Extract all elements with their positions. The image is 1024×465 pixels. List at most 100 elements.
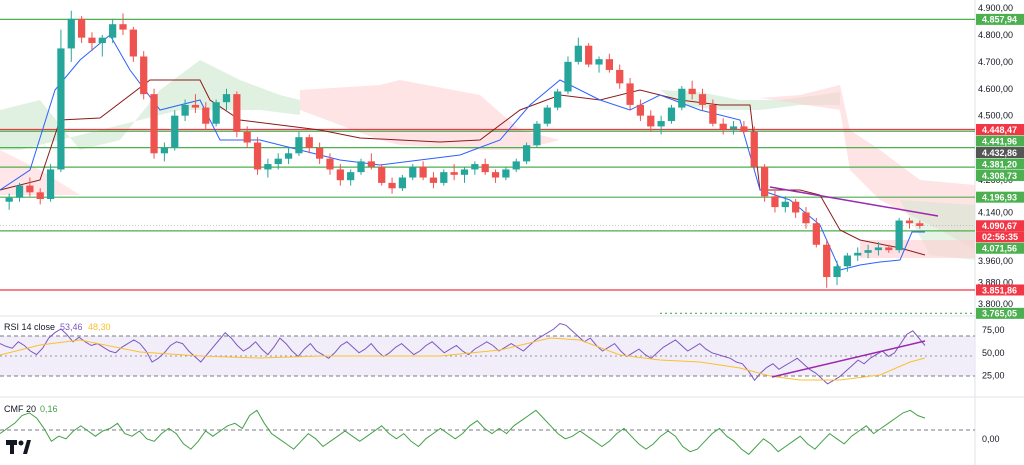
level-tag: [976, 307, 1024, 319]
rsi-legend-value: 53,46: [60, 322, 83, 332]
candle-body: [854, 252, 862, 256]
horizontal-levels: [0, 18, 975, 314]
cloud-red-4: [860, 240, 975, 258]
candle-body: [222, 94, 231, 103]
baseline-line: [0, 79, 926, 256]
level-tag: [976, 284, 1024, 296]
cmf-legend-value: 0,16: [40, 404, 58, 414]
candle-body: [181, 104, 189, 116]
price-tick-label: 3.800,00: [978, 299, 1013, 309]
candle-body: [864, 250, 872, 253]
candle-body: [150, 94, 158, 154]
candle-body: [316, 147, 324, 159]
cmf-axis-ticks: 0,00: [982, 434, 1000, 444]
rsi-tick-label: 25,00: [982, 371, 1005, 381]
level-tag: [976, 124, 1024, 136]
candle-body: [843, 255, 852, 267]
candle-body: [533, 123, 541, 146]
candle-body: [67, 18, 75, 49]
candle-body: [336, 169, 344, 181]
level-tag: [976, 135, 1024, 147]
candle-body: [326, 158, 334, 170]
candle-body: [88, 37, 96, 44]
candle-body: [98, 37, 106, 44]
candle-body: [264, 164, 272, 170]
candle-body: [347, 172, 355, 181]
candle-body: [616, 69, 624, 84]
level-tag-label: 4.090,67: [982, 221, 1017, 231]
candle-body: [802, 212, 810, 224]
rsi-legend-ma-value: 48,30: [88, 322, 111, 332]
candle-body: [781, 201, 789, 208]
level-tag-label: 3.851,86: [982, 285, 1017, 295]
candle-body: [202, 107, 210, 124]
candle-body: [284, 153, 293, 159]
candle-body: [647, 115, 655, 127]
rsi-trend-line: [771, 340, 926, 378]
candle-body: [792, 201, 800, 213]
tradingview-logo: [6, 440, 31, 454]
level-tag-label: 4.308,73: [982, 171, 1017, 181]
candle-body: [5, 197, 13, 202]
price-tick-label: 4.500,00: [978, 111, 1013, 121]
candle-body: [885, 247, 893, 251]
candle-body: [916, 223, 924, 226]
candle-body: [398, 177, 407, 189]
level-tag: [976, 231, 1024, 243]
rsi-line: [0, 322, 926, 385]
level-tag-label: 4.441,96: [982, 136, 1017, 146]
candle-body: [191, 104, 200, 108]
candle-body: [595, 59, 603, 65]
level-tag: [976, 242, 1024, 254]
level-tag: [976, 147, 1024, 159]
candle-body: [895, 220, 903, 251]
rsi-tick-label: 50,00: [982, 348, 1005, 358]
candle-body: [771, 196, 779, 208]
cloud-red-1: [300, 80, 560, 150]
candle-body: [709, 104, 717, 124]
candle-body: [719, 123, 727, 130]
candle-body: [253, 142, 262, 170]
level-tag: [976, 170, 1024, 182]
candle-body: [233, 94, 241, 132]
price-tick-label: 4.800,00: [978, 30, 1013, 40]
level-tag-label: 4.196,93: [982, 192, 1017, 202]
candle-body: [564, 61, 572, 92]
trend-line: [769, 186, 939, 217]
candle-body: [357, 161, 365, 173]
candle-body: [585, 45, 593, 65]
candle-body: [823, 244, 831, 278]
candle-body: [367, 161, 375, 167]
candle-body: [481, 164, 489, 173]
candle-body: [274, 158, 282, 165]
candle-body: [77, 18, 86, 38]
candle-body: [140, 56, 148, 95]
price-tick-label: 3.960,00: [978, 256, 1013, 266]
candle-body: [46, 169, 55, 200]
candle-body: [574, 45, 582, 62]
candle-body: [36, 192, 44, 200]
cloud-green-1: [0, 60, 300, 150]
candle-body: [440, 172, 448, 183]
level-tag-label: 4.071,56: [982, 244, 1017, 254]
candle-body: [429, 177, 438, 183]
price-tick-label: 4.700,00: [978, 57, 1013, 67]
level-tag-label: 3.765,05: [982, 309, 1017, 319]
price-level-tags: 4.857,94 4.448,474.441,96 4.432,864.381,20…: [976, 13, 1024, 319]
price-tick-label: 4.600,00: [978, 84, 1013, 94]
price-tick-label: 3.880,00: [978, 277, 1013, 287]
candle-body: [109, 24, 117, 38]
candle-body: [698, 94, 707, 105]
candle-body: [605, 59, 613, 70]
candle-body: [750, 131, 758, 167]
candle-body: [688, 88, 696, 95]
candle-body: [636, 104, 645, 116]
candle-body: [243, 131, 251, 143]
candle-body: [378, 166, 386, 183]
candle-body: [522, 145, 531, 162]
candle-body: [740, 126, 748, 132]
cmf-line: [0, 409, 926, 455]
candle-body: [450, 172, 458, 175]
candle-body: [388, 182, 396, 189]
